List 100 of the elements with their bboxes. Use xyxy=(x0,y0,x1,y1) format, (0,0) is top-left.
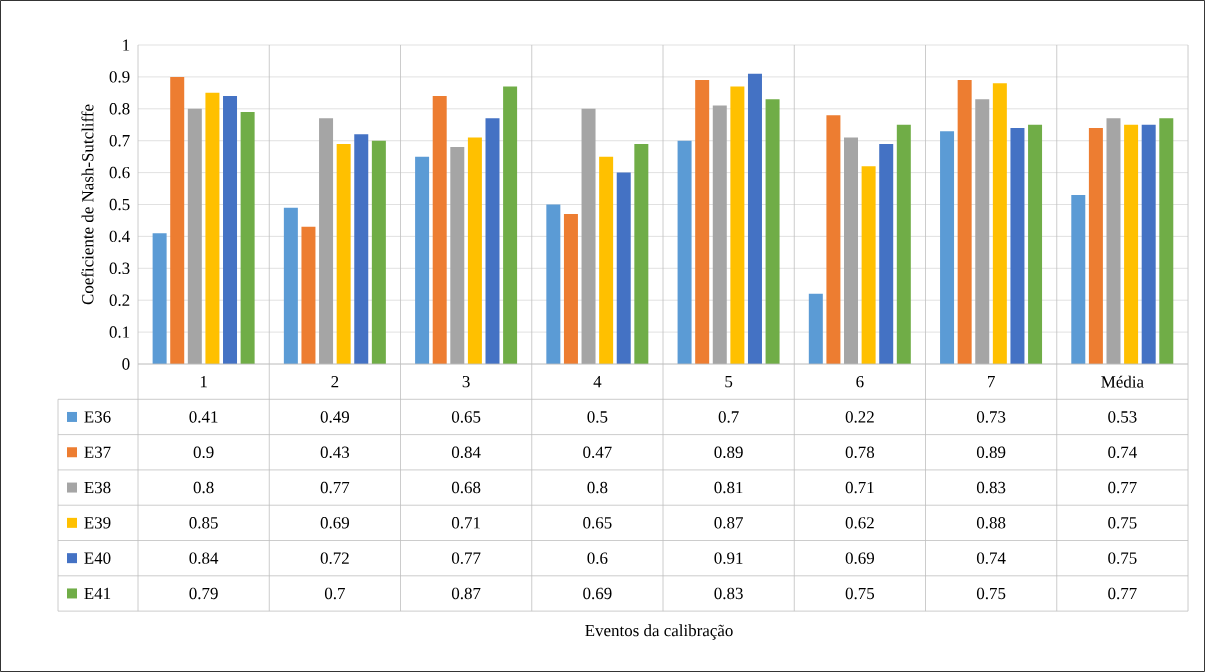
data-label: 0.72 xyxy=(320,552,349,564)
data-label: 0.87 xyxy=(714,517,743,529)
bar xyxy=(581,108,596,364)
y-tick-label: 0.7 xyxy=(109,134,130,147)
bar xyxy=(896,124,911,364)
bar xyxy=(240,111,255,364)
bar xyxy=(152,233,167,364)
bar xyxy=(223,96,238,364)
legend-label: E40 xyxy=(84,552,111,564)
bar xyxy=(503,86,518,364)
bar xyxy=(371,140,386,364)
bar xyxy=(1106,118,1121,364)
bar xyxy=(957,80,972,364)
legend-label: E37 xyxy=(84,446,111,458)
x-tick-label: Média xyxy=(1101,375,1144,388)
data-label: 0.71 xyxy=(845,481,874,494)
bar xyxy=(975,99,990,364)
y-tick-label: 1 xyxy=(123,39,130,51)
data-label: 0.83 xyxy=(714,587,743,600)
bar xyxy=(844,137,859,364)
bar xyxy=(283,207,298,364)
data-label: 0.91 xyxy=(714,552,743,564)
x-tick-label: 7 xyxy=(988,376,995,388)
x-tick-label: 5 xyxy=(725,376,733,388)
legend-label: E41 xyxy=(84,587,111,600)
bar xyxy=(319,118,334,364)
y-tick-label: 0.2 xyxy=(109,294,130,306)
data-label: 0.74 xyxy=(976,552,1006,564)
y-tick-label: 0.5 xyxy=(109,198,130,211)
bar xyxy=(747,73,762,364)
bar xyxy=(1159,118,1174,364)
bar xyxy=(170,76,185,364)
bar xyxy=(467,137,482,364)
bar xyxy=(808,293,823,364)
bar xyxy=(415,156,430,364)
bar xyxy=(765,99,780,364)
data-label: 0.75 xyxy=(1108,517,1137,529)
bar xyxy=(616,172,631,364)
bar xyxy=(677,140,692,364)
y-tick-label: 0.9 xyxy=(109,71,130,83)
bar xyxy=(992,83,1007,364)
data-label: 0.71 xyxy=(451,517,480,529)
data-label: 0.49 xyxy=(320,411,350,423)
data-label: 0.47 xyxy=(583,446,612,458)
y-axis-title: Coeficiente de Nash-Sutcliffe xyxy=(81,104,94,305)
data-label: 0.77 xyxy=(1108,481,1137,494)
x-tick-label: 4 xyxy=(593,376,602,388)
bar xyxy=(563,214,578,364)
data-label: 0.75 xyxy=(976,587,1006,600)
data-label: 0.7 xyxy=(718,411,739,423)
bar xyxy=(485,118,500,364)
legend-label: E39 xyxy=(84,517,111,529)
data-label: 0.65 xyxy=(451,411,481,423)
bar xyxy=(432,96,447,364)
bar xyxy=(546,204,561,364)
data-label: 0.69 xyxy=(845,552,875,564)
bar xyxy=(1088,127,1103,364)
y-tick-label: 0.4 xyxy=(109,230,130,243)
x-tick-label: 3 xyxy=(462,375,470,388)
bar xyxy=(940,131,955,364)
bar xyxy=(450,147,465,364)
data-label: 0.84 xyxy=(189,552,219,564)
text: Eventos da calibração xyxy=(585,624,733,640)
bar xyxy=(187,108,202,364)
bar xyxy=(695,80,710,364)
data-label: 0.8 xyxy=(193,481,214,494)
y-tick-label: 0.8 xyxy=(109,103,130,115)
data-label: 0.79 xyxy=(189,587,218,600)
bar xyxy=(205,92,220,364)
bar xyxy=(301,226,316,364)
data-label: 0.87 xyxy=(451,587,481,600)
data-label: 0.65 xyxy=(583,517,612,529)
data-label: 0.84 xyxy=(451,446,481,458)
data-label: 0.73 xyxy=(976,411,1006,423)
data-label: 0.8 xyxy=(587,481,608,494)
data-label: 0.5 xyxy=(587,411,608,423)
bar xyxy=(730,86,745,364)
bar xyxy=(599,156,614,364)
data-label: 0.7 xyxy=(324,587,345,600)
data-label: 0.77 xyxy=(320,481,350,494)
bar xyxy=(1010,127,1025,364)
data-label: 0.85 xyxy=(189,517,218,529)
data-label: 0.69 xyxy=(583,587,612,600)
data-label: 0.75 xyxy=(845,587,875,600)
x-tick-label: 2 xyxy=(331,376,339,388)
bar xyxy=(826,115,841,364)
bar xyxy=(1071,194,1086,364)
bar xyxy=(354,134,369,364)
data-label: 0.43 xyxy=(320,446,350,458)
bar xyxy=(1028,124,1043,364)
data-label: 0.89 xyxy=(714,446,743,458)
bar xyxy=(1124,124,1139,364)
data-label: 0.9 xyxy=(193,446,214,458)
data-label: 0.81 xyxy=(714,481,743,494)
bar xyxy=(336,143,351,364)
data-label: 0.41 xyxy=(189,411,218,423)
y-tick-label: 0 xyxy=(122,358,130,370)
data-label: 0.89 xyxy=(976,446,1006,458)
data-label: 0.6 xyxy=(587,552,608,564)
x-tick-label: 1 xyxy=(200,376,207,388)
